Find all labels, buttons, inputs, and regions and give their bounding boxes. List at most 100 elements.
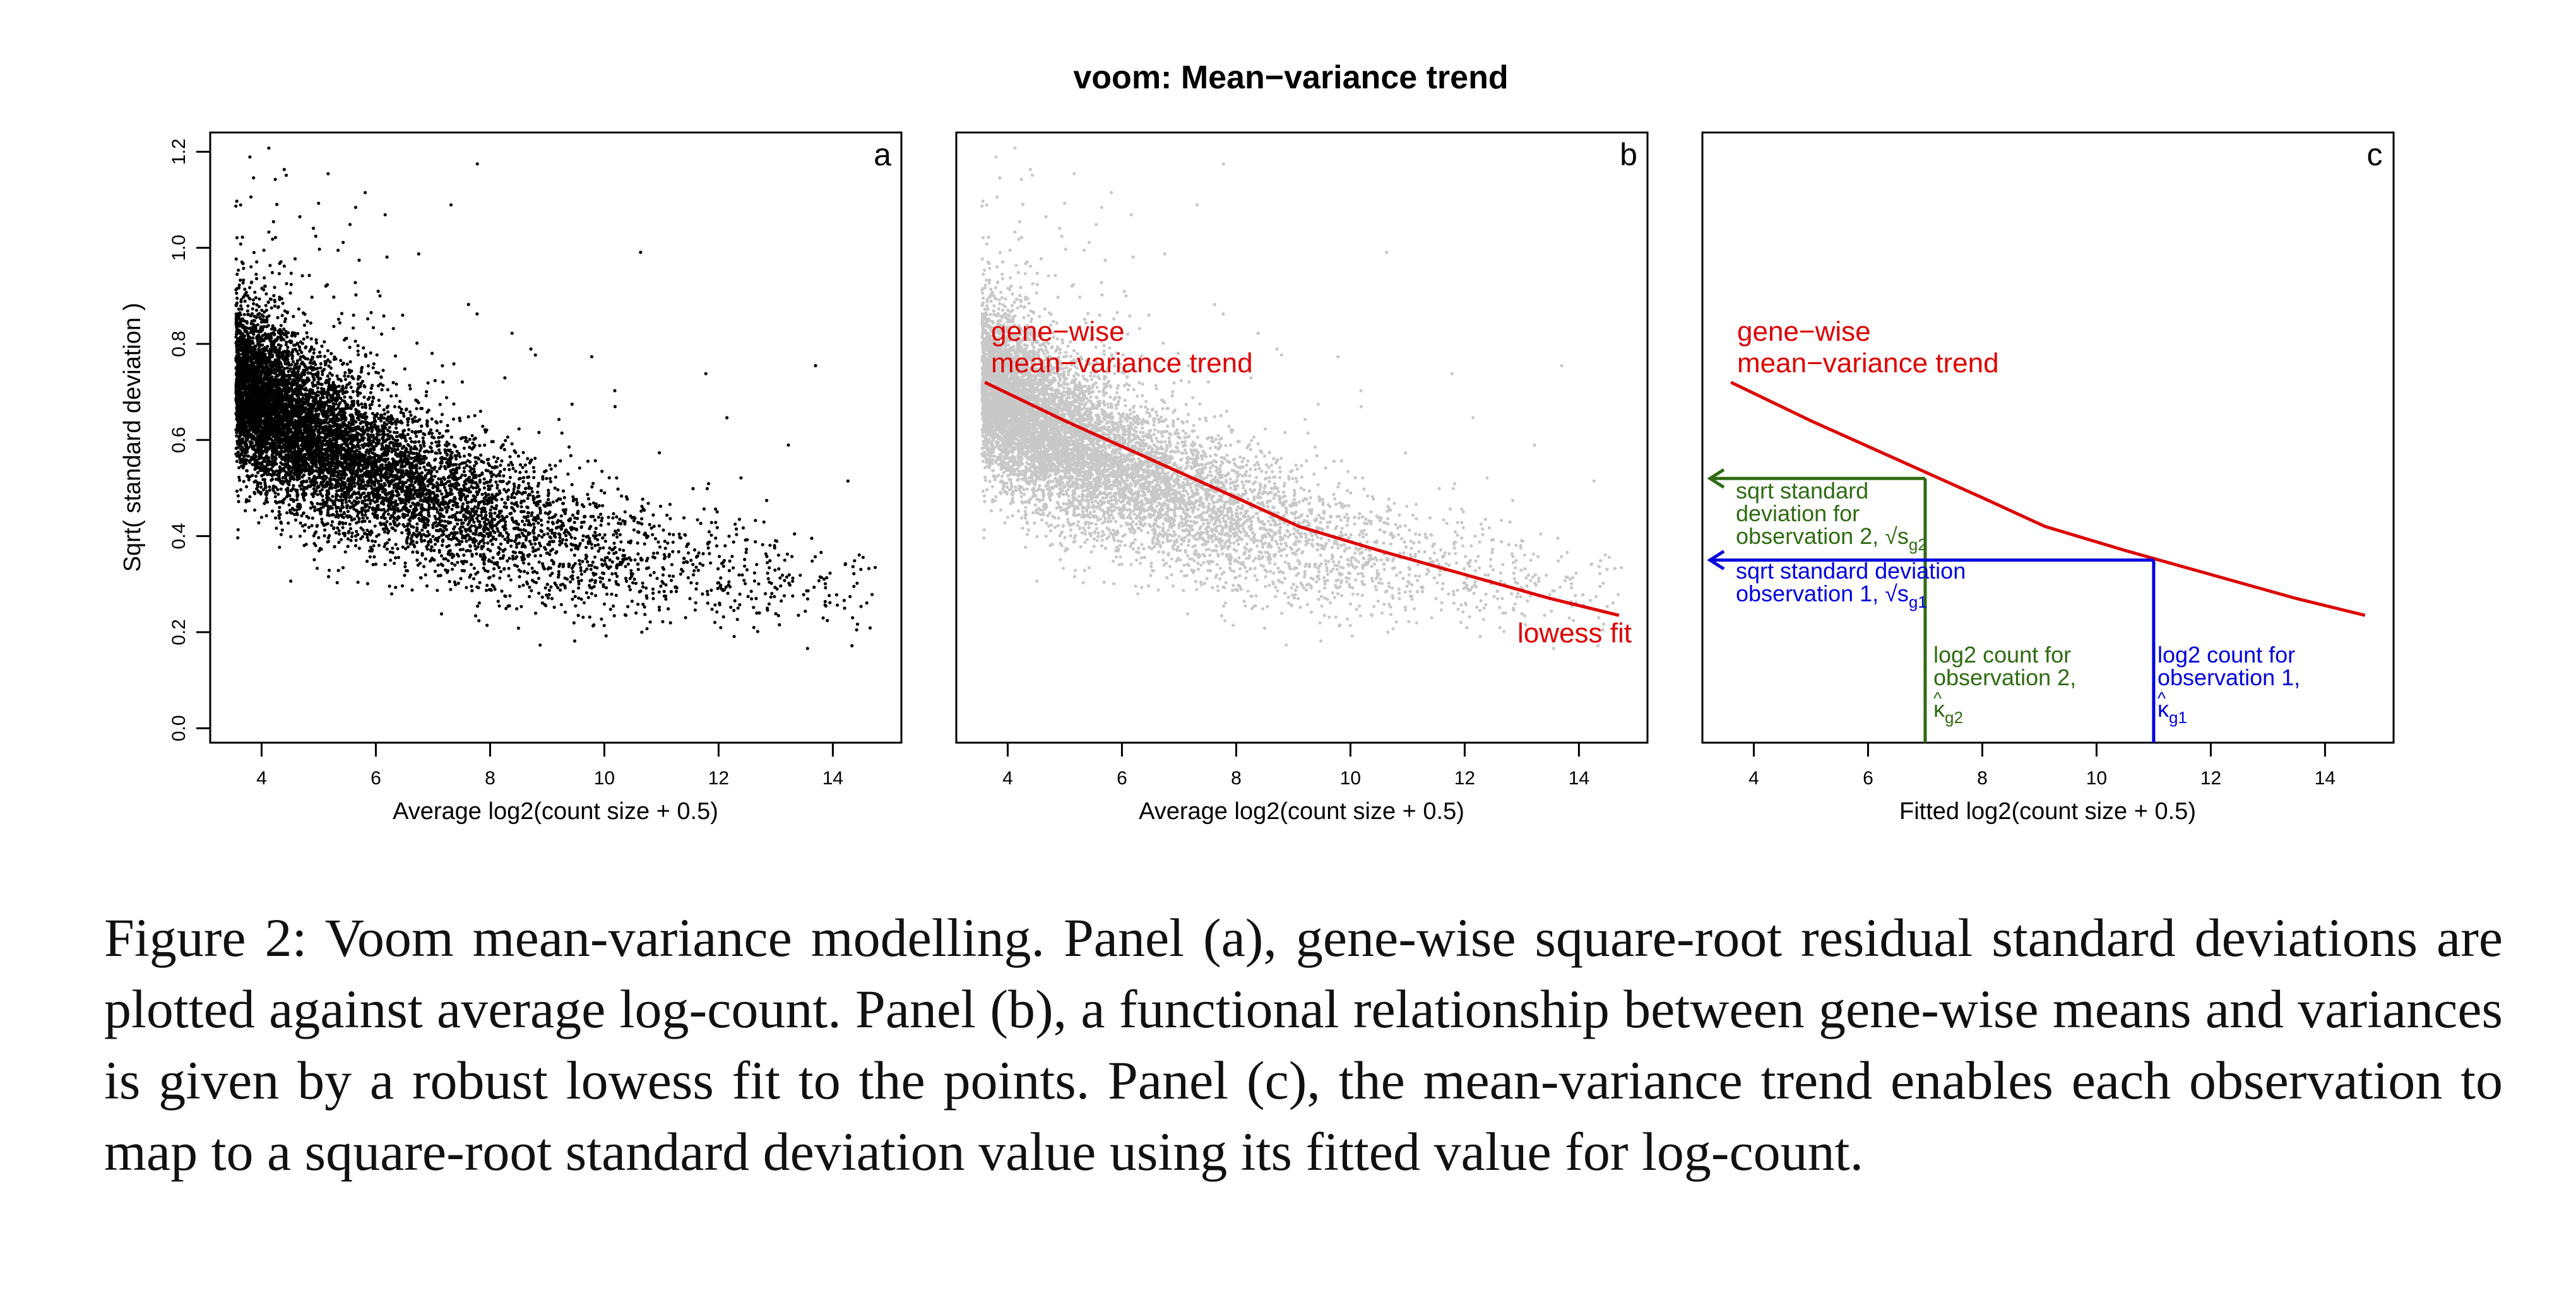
point-a <box>472 494 475 498</box>
point-a <box>427 408 430 412</box>
point-a <box>294 348 297 351</box>
point-a <box>679 572 682 576</box>
point-a <box>408 387 412 391</box>
point-a <box>357 258 361 262</box>
point-a <box>749 589 753 593</box>
point-a <box>451 463 455 467</box>
point-a <box>611 516 615 520</box>
point-a <box>499 542 503 546</box>
point-a <box>754 519 757 522</box>
point-a <box>263 502 266 505</box>
point-a <box>263 478 266 481</box>
point-a <box>641 585 645 589</box>
point-a <box>435 421 439 425</box>
point-a <box>584 545 588 550</box>
point-a <box>603 491 607 495</box>
point-a <box>668 621 672 625</box>
point-a <box>686 551 691 555</box>
point-a <box>571 598 574 601</box>
point-a <box>721 564 725 569</box>
point-a <box>857 553 861 557</box>
point-a <box>409 504 413 509</box>
point-a <box>521 583 525 587</box>
point-a <box>411 501 415 505</box>
point-a <box>783 579 786 582</box>
point-a <box>367 372 371 375</box>
point-a <box>339 495 343 499</box>
point-a <box>458 543 461 546</box>
point-a <box>444 457 448 461</box>
point-a <box>544 469 548 473</box>
point-a <box>560 526 564 530</box>
point-a <box>252 314 256 318</box>
point-a <box>842 599 846 603</box>
point-a <box>264 292 268 296</box>
point-a <box>300 274 304 278</box>
point-a <box>239 278 242 282</box>
point-a <box>736 606 740 610</box>
point-a <box>651 591 655 595</box>
point-a <box>462 513 466 517</box>
point-a <box>513 502 516 506</box>
point-a <box>267 230 271 234</box>
point-a <box>549 529 552 533</box>
point-a <box>500 589 504 593</box>
point-a <box>354 420 358 424</box>
point-a <box>579 566 583 570</box>
point-a <box>636 562 639 566</box>
point-a <box>778 576 782 580</box>
point-a <box>729 605 733 610</box>
point-a <box>521 541 525 546</box>
point-a <box>734 527 739 531</box>
point-a <box>376 290 380 293</box>
point-a <box>273 443 277 447</box>
point-a <box>279 461 283 465</box>
point-a <box>352 326 355 330</box>
point-a <box>510 442 514 445</box>
point-a <box>633 558 637 562</box>
point-a <box>667 607 670 611</box>
point-a <box>425 424 429 428</box>
point-a <box>666 541 670 545</box>
point-a <box>363 495 367 500</box>
point-a <box>514 545 519 549</box>
point-a <box>497 565 501 570</box>
point-a <box>395 435 398 439</box>
point-a <box>235 434 239 438</box>
point-a <box>445 396 449 399</box>
point-a <box>415 558 419 562</box>
point-a <box>270 509 275 513</box>
point-a <box>446 559 450 563</box>
point-a <box>328 534 331 538</box>
point-a <box>493 511 497 515</box>
point-a <box>246 454 249 458</box>
point-a <box>353 339 357 343</box>
point-a <box>572 621 576 625</box>
point-a <box>448 580 451 584</box>
point-a <box>485 623 489 627</box>
point-a <box>394 452 398 456</box>
point-a <box>648 522 651 526</box>
point-a <box>476 456 480 460</box>
point-a <box>314 544 318 548</box>
point-a <box>506 536 510 539</box>
point-a <box>507 557 511 560</box>
point-a <box>249 195 253 199</box>
point-a <box>812 586 816 589</box>
point-a <box>645 536 649 539</box>
point-a <box>348 527 353 531</box>
point-a <box>459 577 463 581</box>
point-a <box>704 372 708 375</box>
point-a <box>567 445 571 449</box>
point-a <box>316 524 319 528</box>
point-a <box>239 488 243 492</box>
point-a <box>377 533 381 537</box>
point-a <box>451 514 454 518</box>
point-a <box>571 574 574 578</box>
point-a <box>318 355 323 358</box>
point-a <box>248 495 252 498</box>
point-a <box>295 401 299 404</box>
point-a <box>456 560 460 564</box>
point-a <box>439 420 443 423</box>
point-a <box>419 534 424 539</box>
